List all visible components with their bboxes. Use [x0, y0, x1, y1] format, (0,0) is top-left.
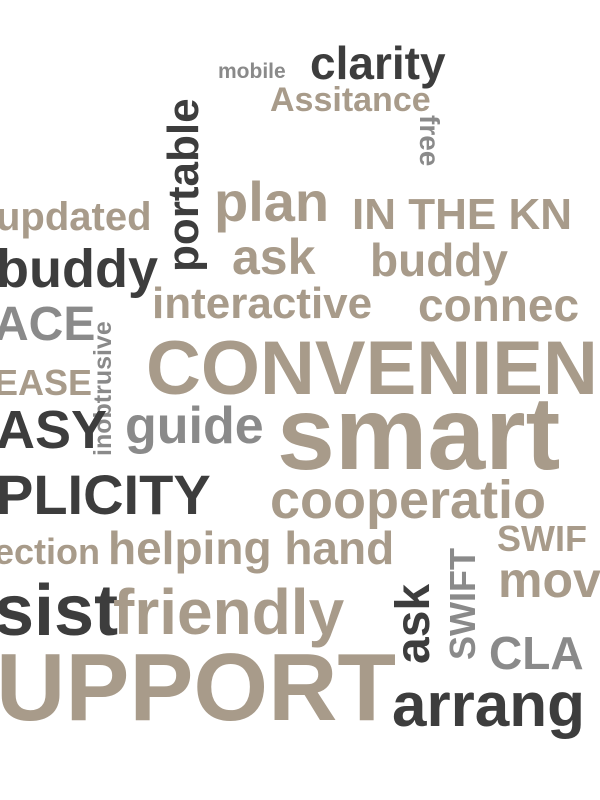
- word-helping-hand: helping hand: [108, 522, 395, 574]
- word-clarity: clarity: [310, 37, 446, 89]
- word-friendly: friendly: [113, 576, 345, 648]
- word-ask-vertical: ask: [387, 583, 440, 664]
- word-cooperation: cooperatio: [270, 470, 547, 530]
- word-assist: sist: [0, 571, 119, 651]
- word-free: free: [414, 115, 445, 167]
- word-smart: smart: [277, 376, 561, 492]
- word-guide: guide: [125, 397, 264, 455]
- word-assitance: Assitance: [270, 81, 431, 119]
- word-support: UPPORT: [0, 634, 397, 741]
- word-updated: updated: [0, 195, 152, 239]
- word-ace: ACE: [0, 298, 96, 351]
- word-plan: plan: [214, 170, 330, 233]
- word-mobile: mobile: [218, 60, 286, 83]
- word-ease: EASE: [0, 362, 93, 403]
- word-arrange: arrang: [392, 671, 585, 740]
- word-interactive: interactive: [152, 279, 373, 328]
- word-move: mov: [498, 552, 600, 608]
- word-portable: portable: [159, 98, 208, 272]
- word-in-the-know: IN THE KN: [352, 190, 572, 239]
- word-simplicity: PLICITY: [0, 463, 211, 526]
- word-buddy-large: buddy: [0, 239, 158, 299]
- word-connection: ection: [0, 531, 101, 572]
- word-connect: connec: [418, 279, 580, 331]
- word-swift: SWIF: [497, 518, 587, 559]
- word-convenience: CONVENIEN: [146, 326, 598, 411]
- word-clarity-caps: CLA: [489, 627, 584, 679]
- word-ask: ask: [232, 229, 316, 285]
- word-easy: ASY: [0, 400, 108, 460]
- word-swift-vertical: SWIFT: [442, 548, 483, 660]
- word-buddy: buddy: [370, 234, 508, 286]
